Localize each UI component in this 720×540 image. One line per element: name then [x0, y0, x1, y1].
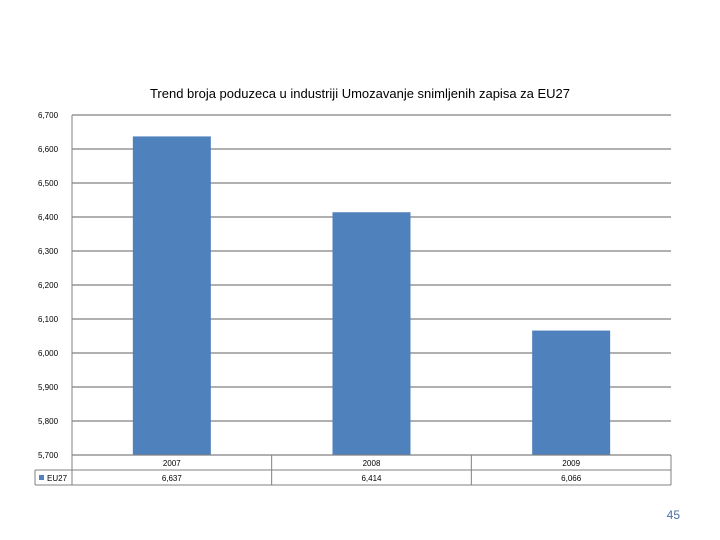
- bar: [132, 136, 211, 456]
- y-tick-label: 6,600: [38, 145, 59, 154]
- bar: [532, 330, 611, 455]
- page-number: 45: [666, 508, 680, 522]
- y-tick-label: 6,000: [38, 349, 59, 358]
- data-label: 6,637: [162, 474, 183, 483]
- legend-series-name: EU27: [47, 474, 68, 483]
- bar: [332, 212, 411, 455]
- legend-swatch: [39, 475, 44, 480]
- data-label: 6,414: [361, 474, 382, 483]
- data-label: 6,066: [561, 474, 582, 483]
- y-tick-label: 6,500: [38, 179, 59, 188]
- y-tick-label: 6,400: [38, 213, 59, 222]
- y-tick-label: 6,300: [38, 247, 59, 256]
- y-tick-label: 6,200: [38, 281, 59, 290]
- y-tick-label: 5,900: [38, 383, 59, 392]
- x-category-label: 2007: [163, 459, 181, 468]
- x-category-label: 2008: [363, 459, 381, 468]
- y-tick-label: 6,700: [38, 111, 59, 120]
- y-tick-label: 5,700: [38, 451, 59, 460]
- x-category-label: 2009: [562, 459, 580, 468]
- chart-title: Trend broja poduzeca u industriji Umozav…: [149, 86, 571, 101]
- y-tick-label: 5,800: [38, 417, 59, 426]
- y-tick-label: 6,100: [38, 315, 59, 324]
